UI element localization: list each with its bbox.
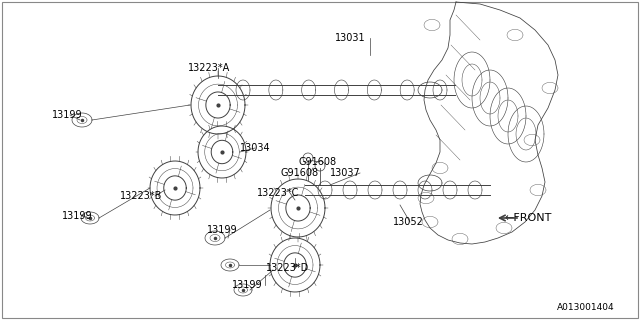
Text: G91608: G91608 xyxy=(298,157,336,167)
Text: G91608: G91608 xyxy=(280,168,318,178)
Text: A013001404: A013001404 xyxy=(557,303,615,313)
Text: ←FRONT: ←FRONT xyxy=(504,213,552,223)
Text: 13031: 13031 xyxy=(335,33,365,43)
Text: 13199: 13199 xyxy=(62,211,93,221)
Text: 13199: 13199 xyxy=(232,280,262,290)
Text: 13199: 13199 xyxy=(52,110,83,120)
Text: 13037: 13037 xyxy=(330,168,361,178)
Text: 13223*B: 13223*B xyxy=(120,191,163,201)
Text: 13223*A: 13223*A xyxy=(188,63,230,73)
Text: 13034: 13034 xyxy=(240,143,271,153)
Text: 13199: 13199 xyxy=(207,225,237,235)
Text: 13223*C: 13223*C xyxy=(257,188,300,198)
Text: 13223*D: 13223*D xyxy=(266,263,309,273)
Text: 13052: 13052 xyxy=(393,217,424,227)
